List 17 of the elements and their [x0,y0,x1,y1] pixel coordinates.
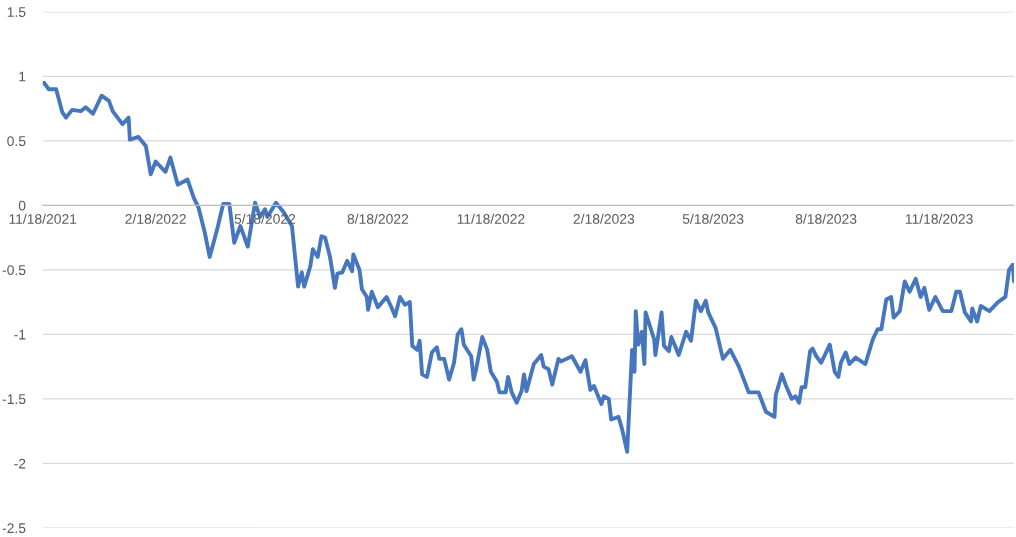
x-tick-label: 2/18/2022 [125,213,186,224]
x-tick-label: 11/18/2021 [9,213,77,224]
y-tick-label: 0.5 [7,136,26,146]
y-tick-label: 1 [19,71,26,82]
y-tick-label: -1.5 [2,394,26,405]
x-tick-label: 2/18/2023 [573,213,635,224]
x-tick-label: 8/18/2022 [347,213,409,224]
y-tick-label: -0.5 [2,265,26,276]
x-tick-label: 11/18/2022 [457,213,525,224]
x-tick-label: 8/18/2023 [795,213,857,224]
y-tick-label: -2 [14,458,26,469]
y-tick-label: -1 [14,329,26,340]
y-tick-label: 1.5 [7,7,26,17]
y-tick-label: 0 [18,200,26,211]
x-tick-label: 11/18/2023 [905,213,973,224]
y-tick-label: -2.5 [2,523,26,534]
x-tick-label: 5/18/2023 [682,213,744,224]
